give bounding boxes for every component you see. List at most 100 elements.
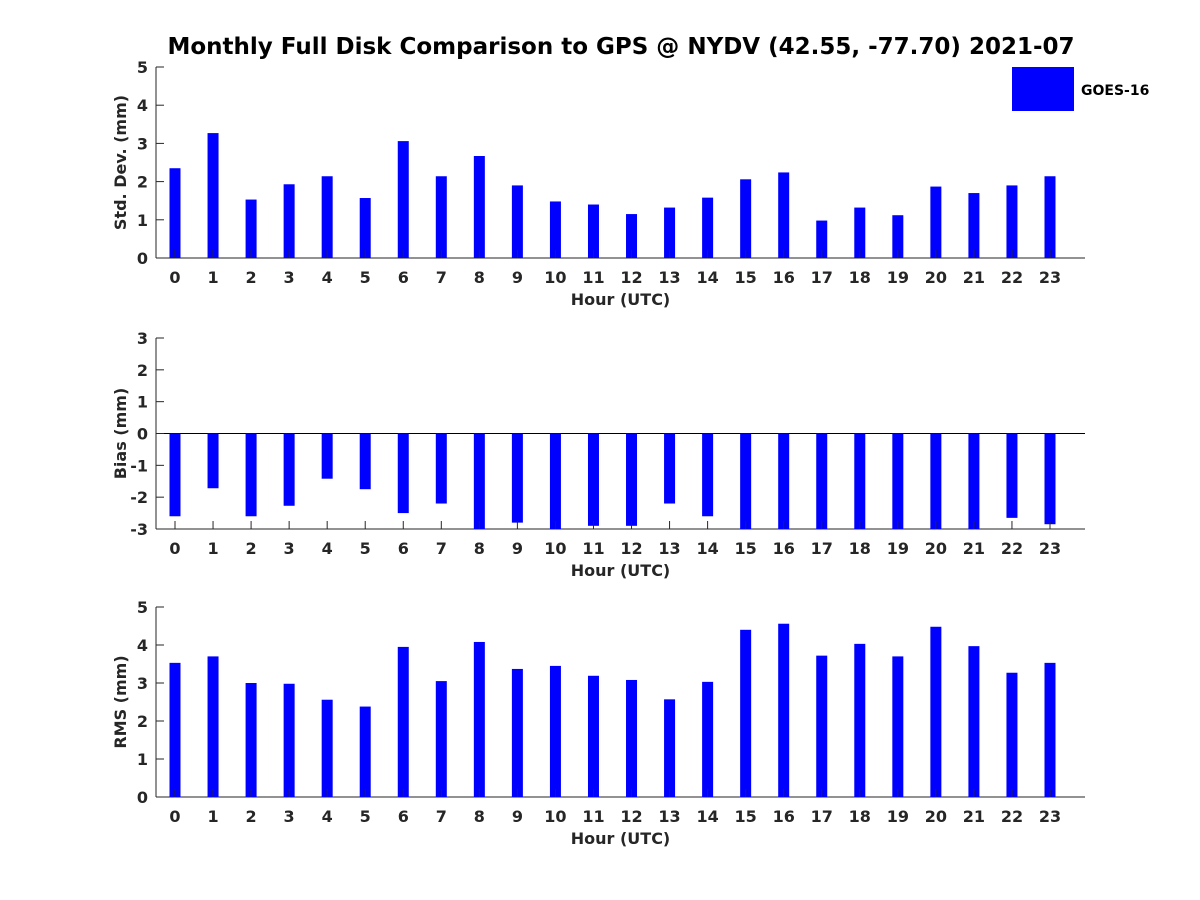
bar [549, 201, 561, 258]
bar [245, 199, 257, 258]
bar [397, 141, 409, 258]
bar [511, 668, 523, 797]
bar [664, 699, 676, 797]
x-tick-label: 7 [436, 807, 447, 826]
bar [473, 641, 485, 797]
x-tick-label: 0 [169, 807, 180, 826]
x-tick-label: 1 [207, 807, 218, 826]
x-tick-label: 18 [849, 268, 871, 287]
bar [1006, 185, 1018, 258]
chart-title: Monthly Full Disk Comparison to GPS @ NY… [167, 34, 1074, 60]
x-tick-label: 11 [582, 807, 604, 826]
x-tick-label: 10 [544, 539, 566, 558]
x-tick-label: 17 [811, 539, 833, 558]
legend: GOES-16 [1012, 67, 1149, 111]
y-tick-label: 4 [137, 96, 148, 115]
x-tick-label: 8 [474, 539, 485, 558]
x-tick-label: 7 [436, 268, 447, 287]
x-tick-label: 20 [925, 268, 947, 287]
bar [626, 679, 638, 797]
x-tick-label: 5 [360, 268, 371, 287]
legend-swatch [1012, 67, 1074, 111]
x-axis-label: Hour (UTC) [571, 290, 671, 309]
bar [359, 198, 371, 258]
bar [511, 185, 523, 258]
x-tick-label: 13 [658, 539, 680, 558]
x-tick-label: 13 [658, 807, 680, 826]
x-tick-label: 3 [284, 268, 295, 287]
bar [549, 665, 561, 797]
bar [664, 207, 676, 258]
bar [968, 433, 980, 529]
x-tick-label: 17 [811, 807, 833, 826]
y-tick-label: 0 [137, 249, 148, 268]
bar [1006, 433, 1018, 518]
y-tick-label: 5 [137, 598, 148, 617]
x-tick-label: 22 [1001, 268, 1023, 287]
x-tick-label: 0 [169, 539, 180, 558]
y-tick-label: 1 [137, 750, 148, 769]
bar [283, 683, 295, 797]
x-axis-label: Hour (UTC) [571, 561, 671, 580]
x-tick-label: 1 [207, 268, 218, 287]
x-tick-label: 5 [360, 807, 371, 826]
bar [740, 629, 752, 797]
x-tick-label: 7 [436, 539, 447, 558]
y-tick-label: -3 [130, 520, 148, 539]
bar [1044, 433, 1056, 525]
x-tick-label: 19 [887, 539, 909, 558]
bar [245, 683, 257, 797]
y-tick-label: 3 [137, 674, 148, 693]
y-tick-label: 5 [137, 58, 148, 77]
bar [435, 681, 447, 797]
y-axis-label: Std. Dev. (mm) [111, 95, 130, 230]
bar [549, 433, 561, 529]
bar [1044, 176, 1056, 258]
x-tick-label: 12 [620, 268, 642, 287]
bar [854, 433, 866, 529]
x-tick-label: 21 [963, 539, 985, 558]
y-tick-label: 2 [137, 173, 148, 192]
x-tick-label: 21 [963, 807, 985, 826]
x-tick-label: 4 [322, 807, 333, 826]
y-tick-label: -1 [130, 456, 148, 475]
y-tick-label: 4 [137, 636, 148, 655]
bar [283, 184, 295, 258]
x-tick-label: 15 [735, 807, 757, 826]
bar [778, 433, 790, 529]
bar [816, 655, 828, 797]
x-tick-label: 9 [512, 539, 523, 558]
x-tick-label: 9 [512, 268, 523, 287]
bar [321, 699, 333, 797]
x-tick-label: 11 [582, 268, 604, 287]
bar [892, 656, 904, 797]
bar [1006, 672, 1018, 797]
x-tick-label: 18 [849, 807, 871, 826]
bar [207, 133, 219, 258]
x-tick-label: 20 [925, 539, 947, 558]
x-tick-label: 11 [582, 539, 604, 558]
bar [968, 646, 980, 797]
bar [740, 179, 752, 258]
y-tick-label: 2 [137, 361, 148, 380]
x-tick-label: 6 [398, 539, 409, 558]
x-axis-label: Hour (UTC) [571, 829, 671, 848]
bar [435, 433, 447, 504]
x-tick-label: 14 [696, 807, 718, 826]
bar [587, 204, 599, 258]
bar [892, 215, 904, 258]
x-tick-label: 2 [246, 539, 257, 558]
bar [435, 176, 447, 258]
x-tick-label: 13 [658, 268, 680, 287]
y-tick-label: 0 [137, 425, 148, 444]
bar [930, 626, 942, 797]
x-tick-label: 9 [512, 807, 523, 826]
bar [207, 433, 219, 489]
bar [702, 197, 714, 258]
x-tick-label: 12 [620, 807, 642, 826]
bar [702, 433, 714, 517]
y-tick-label: 2 [137, 712, 148, 731]
x-tick-label: 16 [773, 807, 795, 826]
